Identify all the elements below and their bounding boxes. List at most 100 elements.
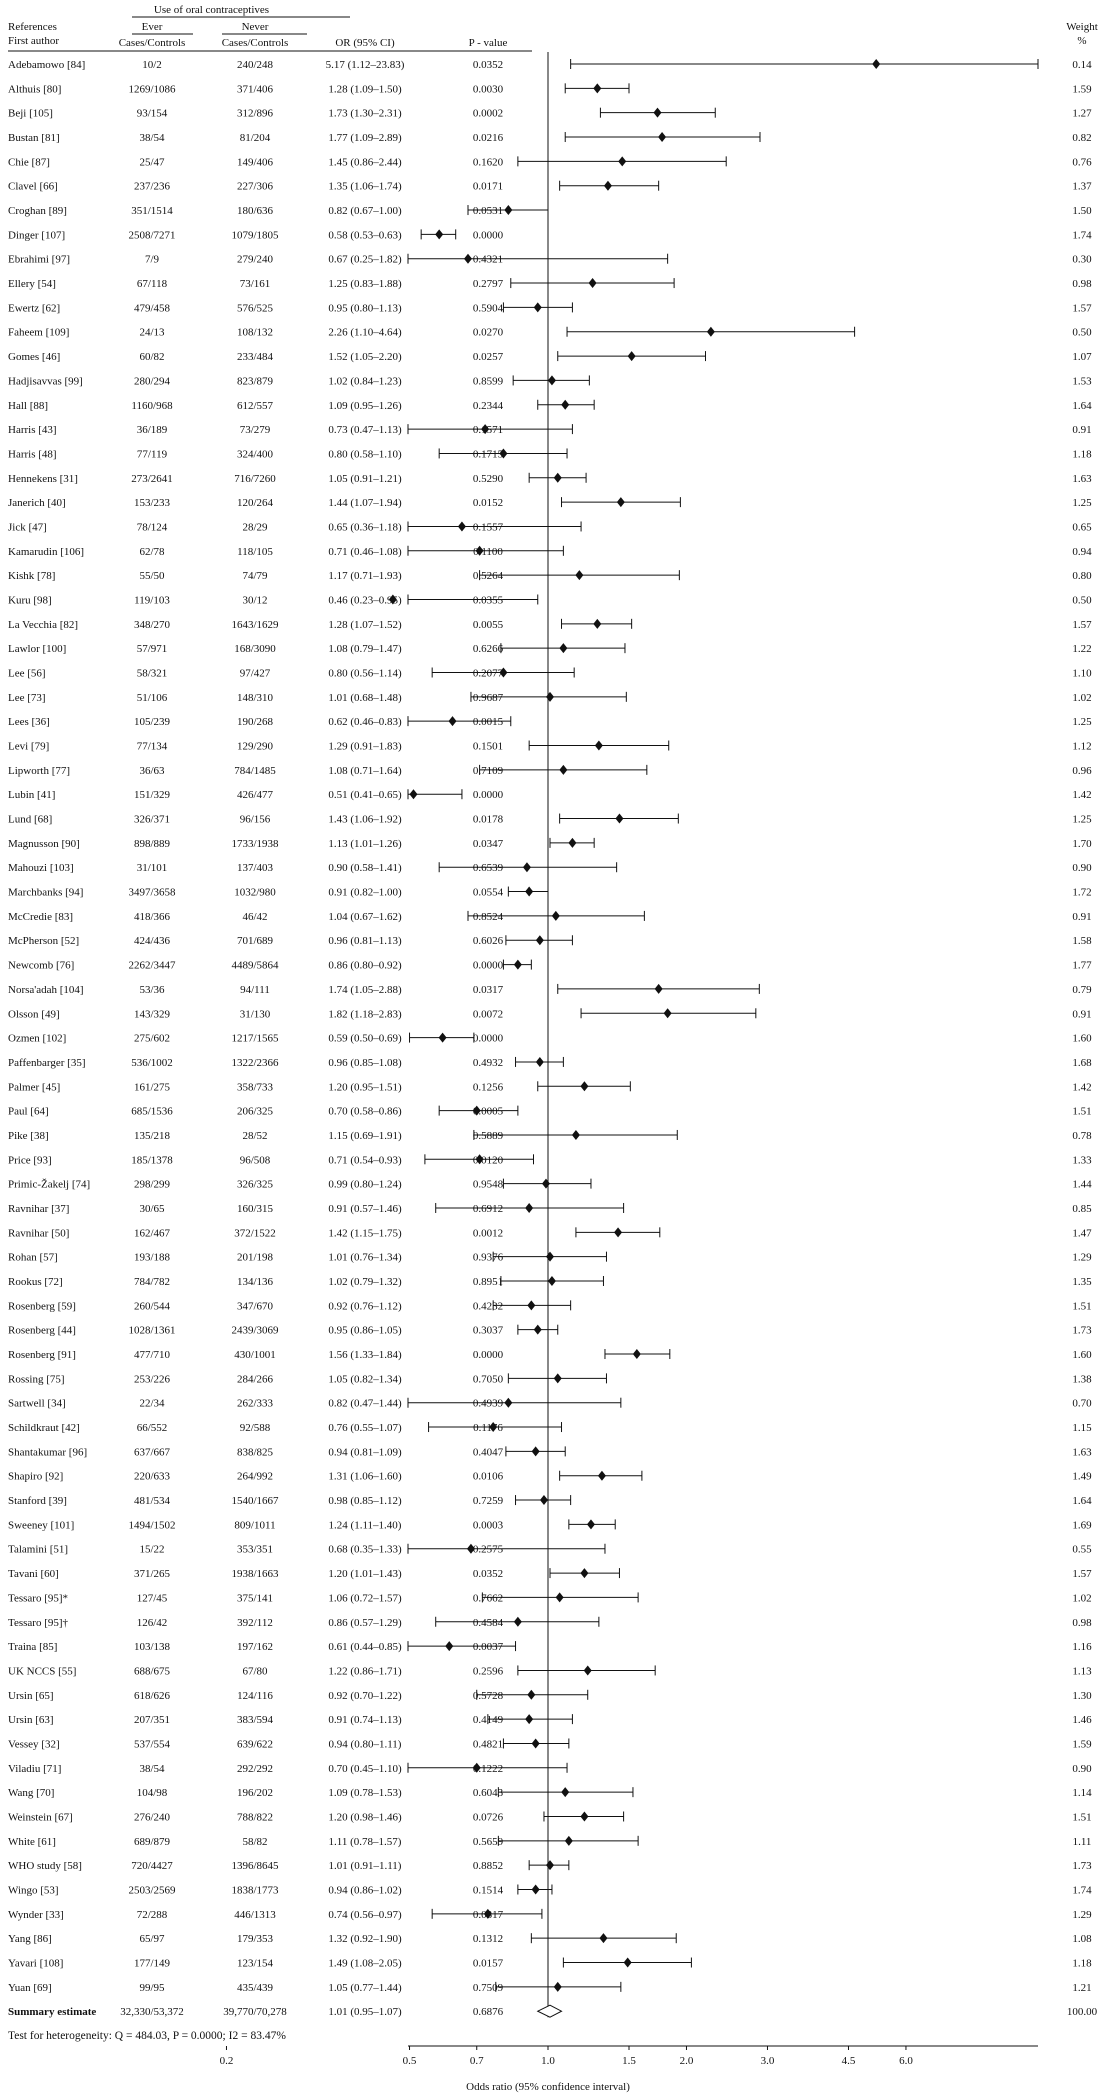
study-p-value: 0.1620 [473,156,504,168]
x-tick-label: 0.2 [220,2055,234,2067]
study-p-value: 0.1312 [473,1933,503,1945]
study-author: Kamarudin [106] [8,546,84,558]
study-author: Vessey [32] [8,1738,60,1750]
study-or-ci: 0.96 (0.85–1.08) [328,1057,402,1069]
study-weight: 0.30 [1072,254,1092,266]
study-p-value: 0.0531 [473,205,503,217]
heterogeneity-text: Test for heterogeneity: Q = 484.03, P = … [8,2030,286,2042]
study-ever: 93/154 [137,108,168,120]
study-never: 4489/5864 [231,960,279,972]
study-p-value: 0.8524 [473,911,504,923]
study-never: 96/508 [240,1154,271,1166]
study-p-value: 0.7662 [473,1592,503,1604]
study-ever: 1028/1361 [128,1325,175,1337]
study-weight: 1.50 [1072,205,1092,217]
study-weight: 1.07 [1072,351,1092,363]
study-p-value: 0.4932 [473,1057,503,1069]
study-p-value: 0.0355 [473,594,504,606]
study-or-ci: 1.28 (1.07–1.52) [328,619,402,631]
study-ever: 477/710 [134,1349,171,1361]
study-ever: 280/294 [134,375,171,387]
study-never: 81/204 [240,132,271,144]
study-point-estimate [448,716,457,727]
study-weight: 1.51 [1072,1300,1091,1312]
study-p-value: 0.0257 [473,351,504,363]
first-author-header: First author [8,35,59,47]
study-never: 1079/1805 [231,229,279,241]
study-point-estimate [513,1616,522,1627]
study-or-ci: 1.05 (0.91–1.21) [328,473,402,485]
study-never: 576/525 [237,302,274,314]
study-p-value: 0.1514 [473,1885,504,1897]
study-ever: 371/265 [134,1568,171,1580]
study-author: White [61] [8,1836,56,1848]
study-author: Clavel [66] [8,181,58,193]
study-p-value: 0.0030 [473,83,504,95]
study-or-ci: 0.76 (0.55–1.07) [328,1422,402,1434]
study-ever: 185/1378 [131,1154,173,1166]
study-weight: 1.57 [1072,1568,1092,1580]
study-never: 716/7260 [234,473,276,485]
study-or-ci: 1.20 (0.95–1.51) [328,1081,402,1093]
study-point-estimate [553,1373,562,1384]
study-point-estimate [541,1178,550,1189]
study-point-estimate [588,278,597,289]
study-weight: 0.98 [1072,278,1092,290]
study-author: Tavani [60] [8,1568,59,1580]
study-never: 190/268 [237,716,274,728]
study-ever: 898/889 [134,838,171,850]
study-ever: 24/13 [139,327,165,339]
study-point-estimate [603,180,612,191]
x-tick-label: 4.5 [842,2055,856,2067]
study-point-estimate [499,667,508,678]
study-author: Palmer [45] [8,1081,60,1093]
study-author: Ravnihar [50] [8,1227,69,1239]
study-author: Yuan [69] [8,1982,52,1994]
study-or-ci: 0.80 (0.58–1.10) [328,448,402,460]
study-point-estimate [513,959,522,970]
study-ever: 38/54 [139,1763,165,1775]
study-ever: 177/149 [134,1958,171,1970]
study-or-ci: 1.06 (0.72–1.57) [328,1592,402,1604]
study-ever: 418/366 [134,911,171,923]
study-or-ci: 1.73 (1.30–2.31) [328,108,402,120]
study-ever: 298/299 [134,1179,171,1191]
study-point-estimate [504,205,513,216]
study-point-estimate [547,1276,556,1286]
study-weight: 1.18 [1072,448,1092,460]
study-ever: 77/119 [137,448,168,460]
study-ever: 275/602 [134,1033,170,1045]
study-or-ci: 1.13 (1.01–1.26) [328,838,402,850]
study-ever: 103/138 [134,1641,171,1653]
summary-diamond [536,2004,563,2018]
study-author: Adebamowo [84] [8,59,85,71]
study-p-value: 0.0347 [473,838,504,850]
or-ci-header: OR (95% CI) [335,37,395,49]
study-author: Beji [105] [8,108,53,120]
study-author: Tessaro [95]* [8,1592,68,1604]
study-or-ci: 0.99 (0.80–1.24) [328,1179,402,1191]
study-ever: 1494/1502 [128,1519,175,1531]
study-never: 312/896 [237,108,274,120]
study-p-value: 0.0003 [473,1519,504,1531]
study-never: 292/292 [237,1763,273,1775]
study-weight: 1.70 [1072,838,1092,850]
study-point-estimate [623,1957,632,1968]
study-ever: 326/371 [134,814,170,826]
study-point-estimate [545,691,554,702]
study-or-ci: 1.25 (0.83–1.88) [328,278,402,290]
study-author: Pike [38] [8,1130,49,1142]
study-point-estimate [658,132,667,143]
study-point-estimate [481,424,490,435]
study-never: 371/406 [237,83,274,95]
study-author: Janerich [40] [8,497,66,509]
study-p-value: 0.0171 [473,181,503,193]
study-p-value: 0.6026 [473,935,504,947]
study-never: 1217/1565 [231,1033,279,1045]
study-weight: 0.90 [1072,862,1092,874]
study-point-estimate [547,375,556,386]
study-p-value: 0.4047 [473,1446,504,1458]
study-weight: 1.47 [1072,1227,1092,1239]
study-weight: 0.14 [1072,59,1092,71]
study-never: 67/80 [242,1665,268,1677]
